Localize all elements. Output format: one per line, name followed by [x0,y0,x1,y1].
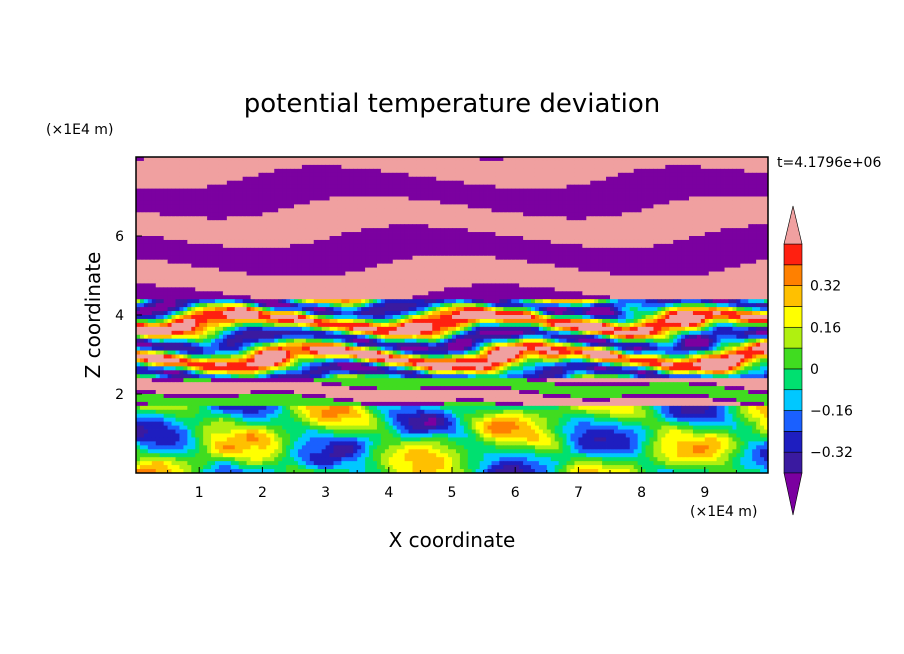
y-axis-label: Z coordinate [81,252,105,379]
y-tick-label: 2 [115,387,124,403]
contour-field [136,157,768,473]
x-tick-label: 2 [258,485,267,501]
x-tick-label: 4 [384,485,393,501]
x-tick-label: 6 [511,485,520,501]
x-unit-label: (×1E4 m) [690,504,757,520]
x-ticks: 1 2 3 4 5 6 7 8 9 [167,467,737,501]
x-tick-label: 9 [700,485,709,501]
colorbar-upper-extension [783,205,803,245]
x-axis-label: X coordinate [389,528,516,552]
x-tick-label: 3 [321,485,330,501]
y-tick-label: 6 [115,229,124,245]
colorbar-tick-label: −0.16 [810,404,853,420]
colorbar-bin [783,389,803,411]
y-tick-label: 4 [115,308,124,324]
x-tick-label: 1 [195,485,204,501]
colorbar-bin [783,326,803,349]
y-ticks: 2 4 6 [115,229,142,403]
colorbar-bin [783,431,803,453]
colorbar-bin [783,410,803,432]
colorbar-tick-label: 0 [810,362,819,378]
colorbar-bin [783,306,803,328]
x-tick-label: 7 [574,485,583,501]
colorbar-bin [783,243,803,266]
colorbar-bin [783,368,803,391]
y-unit-label: (×1E4 m) [46,122,113,138]
colorbar: 0.32 0.16 0 −0.16 −0.32 [783,205,853,516]
colorbar-tick-label: −0.32 [810,445,853,461]
colorbar-bin [783,451,803,474]
colorbar-tick-label: 0.32 [810,279,841,295]
colorbar-bin [783,285,803,307]
x-tick-label: 8 [637,485,646,501]
colorbar-lower-extension [783,472,803,516]
colorbar-bin [783,264,803,286]
chart-title: potential temperature deviation [244,89,660,119]
colorbar-bin [783,347,803,370]
time-label: t=4.1796e+06 [777,155,881,171]
colorbar-tick-label: 0.16 [810,320,841,336]
x-tick-label: 5 [448,485,457,501]
